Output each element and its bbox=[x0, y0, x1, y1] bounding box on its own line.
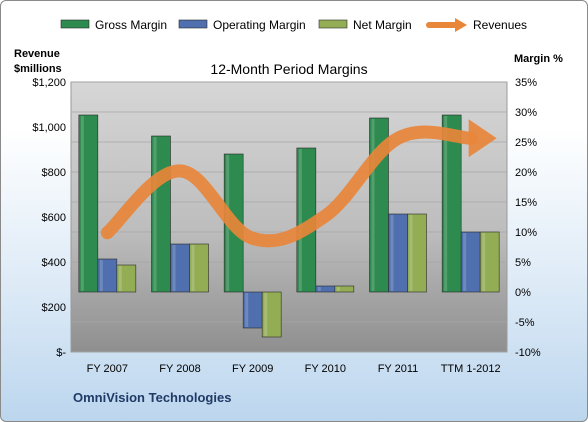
operating-margin-bar-highlight bbox=[463, 233, 467, 291]
legend-arrow-revenues bbox=[455, 18, 467, 32]
left-axis-ticks: $- $200 $400 $600 $800 $1,000 $1,200 bbox=[32, 77, 66, 359]
gross-margin-bar-highlight bbox=[371, 119, 375, 291]
chart-title: 12-Month Period Margins bbox=[210, 61, 367, 77]
gross-margin-bar-highlight bbox=[153, 137, 157, 291]
net-margin-bar-highlight bbox=[482, 233, 486, 291]
right-tick-label: 25% bbox=[515, 137, 537, 149]
plot-area bbox=[70, 81, 508, 353]
legend-label-operating-margin: Operating Margin bbox=[213, 18, 306, 32]
legend-swatch-gross-margin bbox=[60, 19, 90, 29]
left-axis-title-line2: $millions bbox=[14, 63, 62, 75]
right-tick-label: -5% bbox=[515, 317, 535, 329]
operating-margin-bar-highlight bbox=[172, 245, 176, 291]
right-axis-ticks: -10% -5% 0% 5% 10% 15% 20% 25% 30% 35% bbox=[515, 77, 541, 359]
right-tick-label: 0% bbox=[515, 287, 531, 299]
legend-swatch-net-margin bbox=[318, 19, 348, 29]
left-tick-label: $800 bbox=[42, 167, 66, 179]
x-tick-label: FY 2010 bbox=[305, 363, 346, 375]
net-margin-bar bbox=[334, 285, 355, 293]
legend-label-net-margin: Net Margin bbox=[353, 18, 412, 32]
left-tick-label: $600 bbox=[42, 212, 66, 224]
revenue-line bbox=[100, 119, 497, 248]
gross-margin-bar-highlight bbox=[444, 116, 448, 291]
operating-margin-bar-highlight bbox=[390, 215, 394, 291]
net-margin-bar-highlight bbox=[264, 293, 268, 336]
company-name: OmniVision Technologies bbox=[73, 390, 231, 405]
right-tick-label: 30% bbox=[515, 107, 537, 119]
left-tick-label: $1,000 bbox=[32, 122, 66, 134]
gross-margin-bar bbox=[78, 114, 99, 293]
right-tick-label: 10% bbox=[515, 227, 537, 239]
operating-margin-bar-highlight bbox=[99, 260, 103, 291]
x-tick-label: FY 2009 bbox=[232, 363, 273, 375]
right-tick-label: 35% bbox=[515, 77, 537, 89]
right-axis-title: Margin % bbox=[514, 53, 563, 65]
net-margin-bar bbox=[261, 291, 282, 338]
net-margin-bar bbox=[189, 243, 209, 293]
left-axis-title-line1: Revenue bbox=[14, 48, 60, 60]
x-tick-label: FY 2008 bbox=[159, 363, 200, 375]
right-tick-label: -10% bbox=[515, 347, 541, 359]
gross-margin-bar-highlight bbox=[80, 116, 84, 291]
gross-margin-bar-highlight bbox=[298, 149, 302, 291]
net-margin-bar-highlight bbox=[118, 266, 122, 291]
left-tick-label: $200 bbox=[42, 302, 66, 314]
net-margin-bar-highlight bbox=[336, 287, 340, 291]
net-margin-bar-highlight bbox=[191, 245, 195, 291]
gross-margin-bar bbox=[441, 114, 462, 293]
revenues-arrowhead bbox=[468, 119, 497, 158]
net-margin-bar bbox=[407, 213, 427, 293]
right-tick-label: 15% bbox=[515, 197, 537, 209]
right-tick-label: 20% bbox=[515, 167, 537, 179]
legend-swatch-operating-margin bbox=[178, 19, 208, 29]
revenues-line bbox=[100, 125, 478, 248]
net-margin-bar bbox=[479, 231, 500, 293]
operating-margin-bar-highlight bbox=[245, 293, 249, 327]
net-margin-bar-highlight bbox=[409, 215, 413, 291]
left-tick-label: $400 bbox=[42, 257, 66, 269]
legend-label-gross-margin: Gross Margin bbox=[95, 18, 167, 32]
net-margin-bar bbox=[116, 264, 137, 293]
x-tick-label: FY 2007 bbox=[87, 363, 128, 375]
x-axis-ticks: FY 2007 FY 2008 FY 2009 FY 2010 FY 2011 TTM 1… bbox=[87, 363, 501, 375]
x-tick-label: TTM 1-2012 bbox=[441, 363, 501, 375]
legend-label-revenues: Revenues bbox=[473, 18, 527, 32]
operating-margin-bar-highlight bbox=[317, 287, 321, 291]
left-tick-label: $1,200 bbox=[32, 77, 66, 89]
x-tick-label: FY 2011 bbox=[378, 363, 419, 375]
legend: Gross Margin Operating Margin Net Margin Re… bbox=[60, 18, 527, 32]
left-tick-label: $- bbox=[56, 347, 66, 359]
right-tick-label: 5% bbox=[515, 257, 531, 269]
